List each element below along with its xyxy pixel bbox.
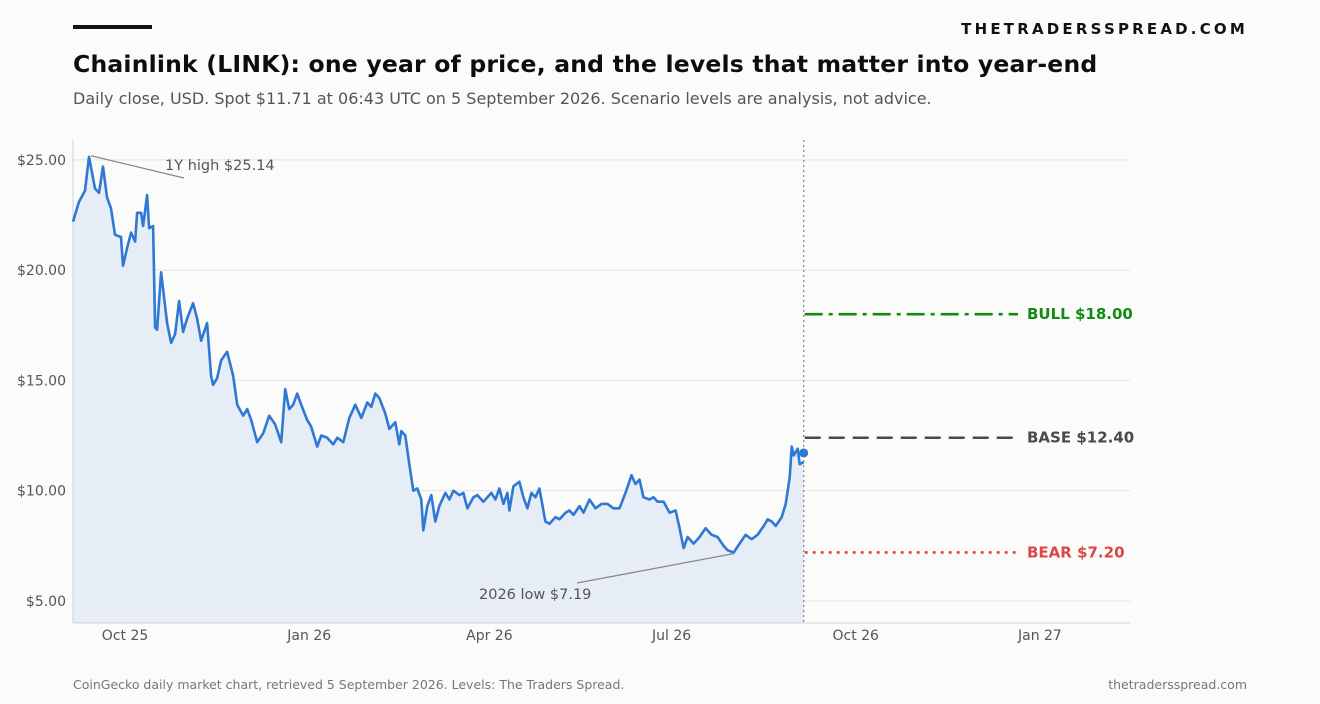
- y-tick-label: $15.00: [17, 373, 66, 389]
- price-line: [71, 155, 805, 554]
- y-tick-label: $20.00: [17, 263, 66, 279]
- chart-title: Chainlink (LINK): one year of price, and…: [73, 50, 1098, 78]
- high-callout-line: [90, 155, 185, 179]
- spot-point: [799, 448, 809, 458]
- low-callout-label: 2026 low $7.19: [479, 587, 591, 603]
- y-gridlines: [73, 159, 1130, 602]
- high-callout-label: 1Y high $25.14: [165, 158, 275, 174]
- x-tick-labels: Oct 25 Jan 26 Apr 26 Jul 26 Oct 26 Jan 27: [102, 628, 1062, 644]
- low-callout-line: [576, 553, 734, 584]
- price-area-fill: [73, 156, 804, 624]
- chart-subtitle: Daily close, USD. Spot $11.71 at 06:43 U…: [73, 89, 932, 108]
- source-note: CoinGecko daily market chart, retrieved …: [73, 677, 625, 692]
- price-series: [71, 155, 805, 554]
- x-tick-label: Oct 26: [832, 628, 879, 644]
- x-tick-label: Jan 27: [1017, 628, 1062, 644]
- y-tick-labels: $5.00 $10.00 $15.00 $20.00 $25.00: [17, 153, 66, 610]
- bull-level-label: BULL $18.00: [1027, 305, 1133, 323]
- brand-wordmark: THETRADERSSPREAD.COM: [961, 20, 1248, 38]
- x-tick-label: Oct 25: [102, 628, 148, 644]
- x-tick-label: Jan 26: [286, 628, 331, 644]
- today-marker: [799, 140, 809, 623]
- base-level-label: BASE $12.40: [1027, 429, 1134, 447]
- annotations: 1Y high $25.14 2026 low $7.19: [90, 155, 734, 603]
- y-tick-label: $25.00: [17, 153, 66, 169]
- bear-level-label: BEAR $7.20: [1027, 543, 1125, 561]
- y-tick-label: $5.00: [26, 594, 66, 610]
- x-tick-label: Apr 26: [466, 628, 513, 644]
- price-area: [73, 156, 804, 624]
- y-tick-label: $10.00: [17, 484, 66, 500]
- footer-site: thetradersspread.com: [1108, 677, 1247, 692]
- x-tick-label: Jul 26: [651, 628, 691, 644]
- header-rule: [73, 25, 152, 29]
- scenario-levels: BULL $18.00 BASE $12.40 BEAR $7.20: [804, 305, 1134, 561]
